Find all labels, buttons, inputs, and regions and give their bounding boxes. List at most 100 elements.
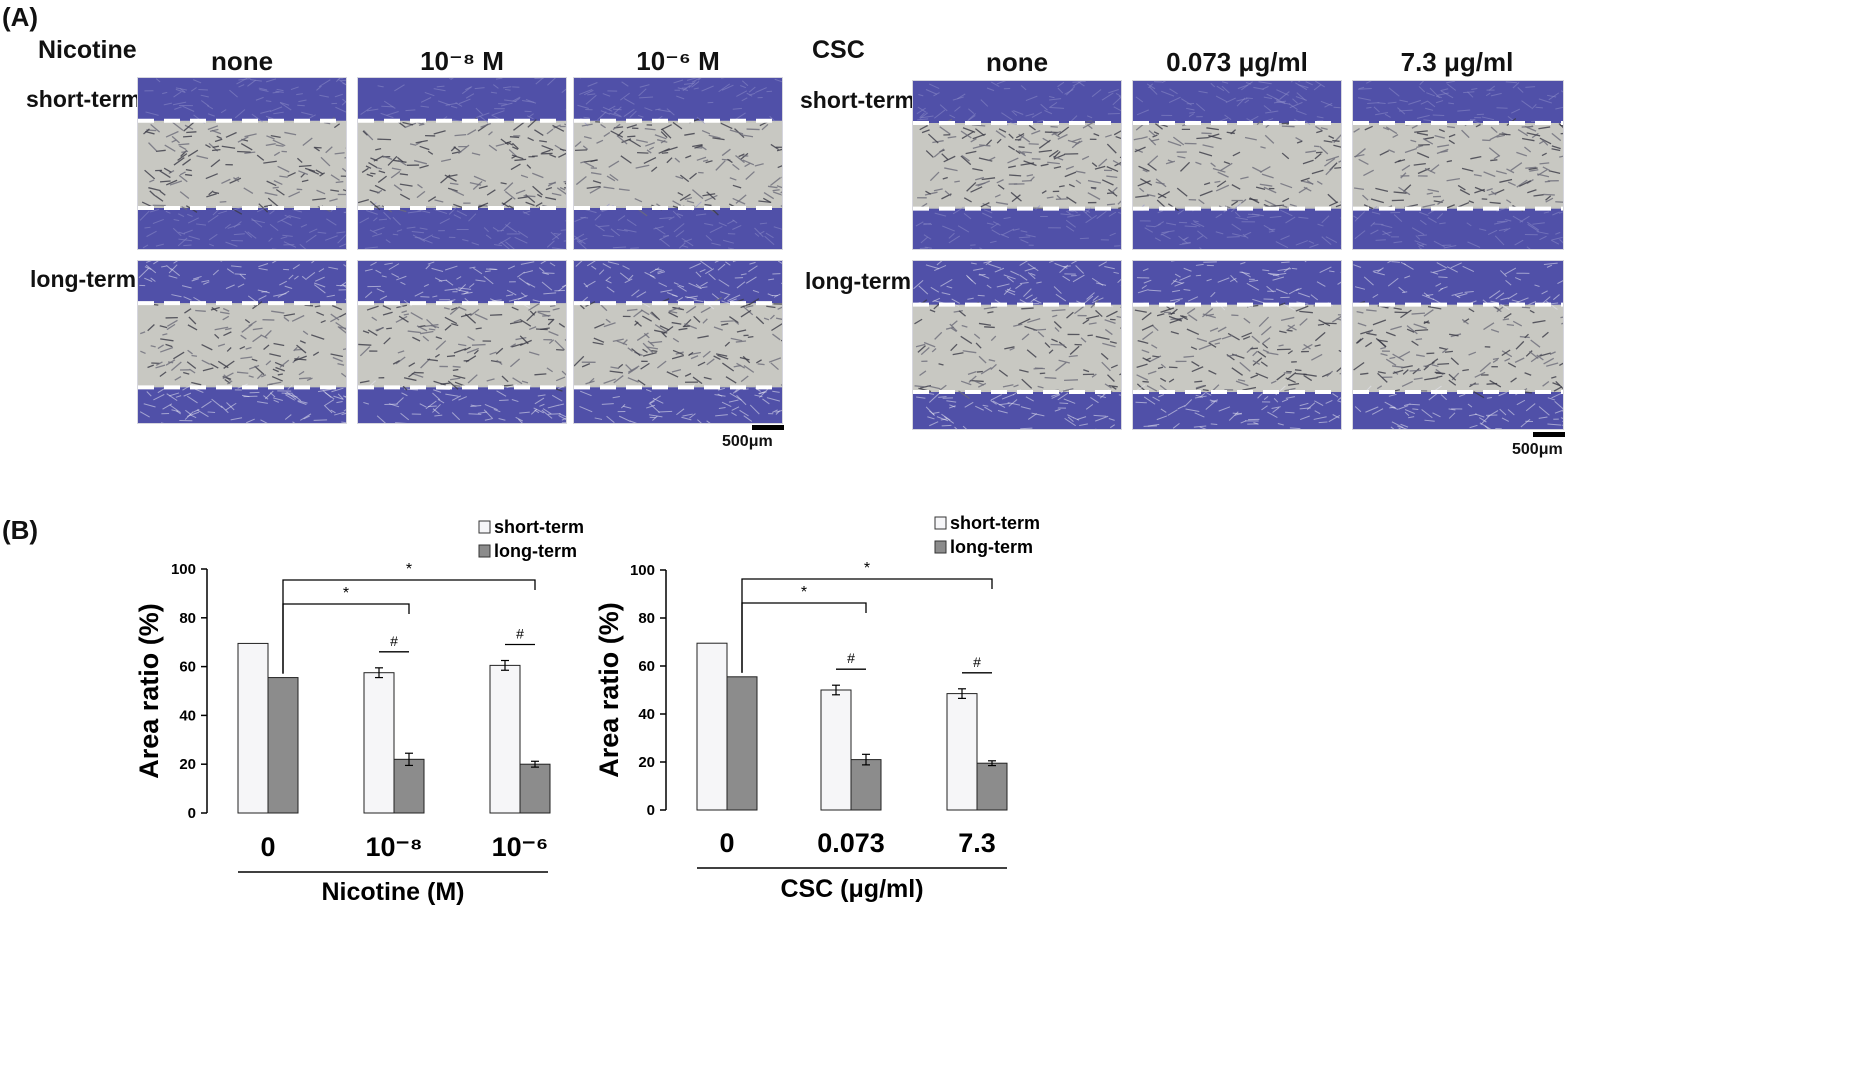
micrograph-image [1353, 81, 1563, 249]
nicotine-row-label-long-term: long-term [30, 266, 137, 292]
nicotine-scale-bar-label: 500μm [722, 433, 773, 450]
pair-hash: # [516, 626, 524, 642]
legend-swatch-short-term [934, 516, 947, 530]
micrograph-image [913, 81, 1121, 249]
bar-long-term-1 [393, 758, 425, 814]
scratch-gap [1353, 123, 1563, 209]
significance-bracket [741, 578, 993, 673]
scratch-gap [913, 123, 1121, 209]
nicotine-col-header-1e-8: 10⁻⁸ M [420, 46, 504, 76]
significance-star: * [801, 584, 807, 601]
csc-area-ratio-chart: 0 20 40 60 80 100 Area ratio (%) 0 0.073 7.3 CSC (… [580, 500, 1060, 920]
nicotine-row-label-short-term: short-term [26, 86, 142, 112]
cell-strokes [139, 78, 346, 249]
x-tick-label: 10⁻⁶ [492, 832, 549, 862]
micrograph-nicotine-none-long-term [137, 260, 347, 424]
cell-strokes [358, 261, 566, 423]
cell-strokes [1353, 81, 1563, 249]
cell-strokes [138, 261, 346, 423]
scratch-gap [1133, 123, 1341, 209]
micrograph-nicotine-1e-6-long-term [573, 260, 783, 424]
cell-strokes [574, 261, 782, 423]
legend-label-long-term: long-term [950, 537, 1033, 557]
panel-b-label: (B) [2, 515, 39, 545]
bar-long-term-1 [850, 759, 882, 811]
csc-col-header-0073: 0.073 μg/ml [1166, 47, 1308, 77]
micrograph-image [358, 78, 566, 249]
csc-section-title: CSC [812, 36, 865, 64]
x-tick-label: 0.073 [817, 828, 885, 858]
y-tick-label: 20 [638, 754, 655, 771]
y-tick-label: 0 [647, 802, 655, 819]
significance-star: * [864, 560, 870, 577]
x-tick-label: 0 [260, 832, 275, 862]
y-tick-label: 40 [638, 706, 655, 723]
y-tick-label: 20 [179, 756, 196, 773]
chart-svg: 0 20 40 60 80 100 Area ratio (%) 0 10⁻⁸ 10⁻⁶ Nicot… [134, 517, 584, 906]
micrograph-nicotine-1e-8-long-term [357, 260, 567, 424]
legend-swatch-short-term [478, 520, 491, 534]
bar-short-term-2 [946, 693, 978, 811]
cell-strokes [358, 78, 566, 249]
legend-swatch-long-term [478, 544, 491, 558]
significance-bracket [282, 579, 536, 674]
legend-label-short-term: short-term [950, 513, 1040, 533]
cell-strokes [1133, 261, 1341, 429]
csc-col-header-none: none [985, 47, 1049, 77]
nicotine-scale-bar [752, 425, 784, 430]
micrograph-image [574, 78, 782, 249]
legend-swatch-long-term [934, 540, 947, 554]
x-tick-label: 7.3 [958, 828, 996, 858]
micrograph-image [1133, 81, 1341, 249]
y-tick-label: 100 [630, 562, 655, 579]
panel-a-label: (A) [2, 2, 39, 32]
y-tick-label: 100 [171, 561, 196, 578]
micrograph-image [1353, 261, 1563, 429]
scratch-gap [574, 120, 782, 208]
y-axis-label: Area ratio (%) [594, 602, 624, 778]
pair-hash: # [390, 633, 398, 649]
y-tick-label: 40 [179, 707, 196, 724]
csc-row-label-long-term: long-term [805, 268, 912, 294]
bar-long-term-0 [267, 677, 299, 814]
nicotine-col-header-1e-6: 10⁻⁶ M [636, 46, 720, 76]
micrograph-image [358, 261, 566, 423]
y-tick-label: 60 [179, 659, 196, 676]
significance-star: * [343, 585, 349, 602]
bar-short-term-2 [489, 664, 521, 814]
micrograph-csc-0073-long-term [1132, 260, 1342, 430]
y-tick-label: 80 [179, 610, 196, 627]
micrograph-nicotine-1e-6-short-term [573, 77, 783, 250]
bar-short-term-0 [237, 642, 269, 814]
x-axis-label: Nicotine (M) [321, 878, 464, 906]
bar-long-term-2 [976, 762, 1008, 811]
csc-col-header-73: 7.3 μg/ml [1400, 47, 1514, 77]
nicotine-col-header-none: none [210, 46, 274, 76]
scratch-gap [138, 120, 346, 208]
micrograph-csc-none-short-term [912, 80, 1122, 250]
bar-long-term-0 [726, 676, 758, 811]
micrograph-image [138, 78, 346, 249]
micrograph-csc-none-long-term [912, 260, 1122, 430]
legend-label-long-term: long-term [494, 541, 577, 561]
micrograph-image [1133, 261, 1341, 429]
chart-svg: 0 20 40 60 80 100 Area ratio (%) 0 0.073 7.3 CSC (… [594, 513, 1040, 903]
micrograph-nicotine-1e-8-short-term [357, 77, 567, 250]
x-tick-label: 0 [719, 828, 734, 858]
bar-long-term-2 [519, 763, 551, 814]
bar-short-term-1 [363, 672, 395, 814]
micrograph-csc-73-short-term [1352, 80, 1564, 250]
y-axis-label: Area ratio (%) [134, 603, 164, 779]
micrograph-image [138, 261, 346, 423]
csc-row-label-short-term: short-term [800, 87, 916, 113]
legend-label-short-term: short-term [494, 517, 584, 537]
nicotine-area-ratio-chart: 0 20 40 60 80 100 Area ratio (%) 0 10⁻⁸ 10⁻⁶ Nicot… [0, 500, 620, 920]
significance-star: * [406, 561, 412, 578]
micrograph-image [574, 261, 782, 423]
bar-short-term-0 [696, 642, 728, 811]
micrograph-csc-0073-short-term [1132, 80, 1342, 250]
micrograph-nicotine-none-short-term [137, 77, 347, 250]
y-tick-label: 80 [638, 610, 655, 627]
scratch-gap [574, 303, 782, 388]
micrograph-csc-73-long-term [1352, 260, 1564, 430]
